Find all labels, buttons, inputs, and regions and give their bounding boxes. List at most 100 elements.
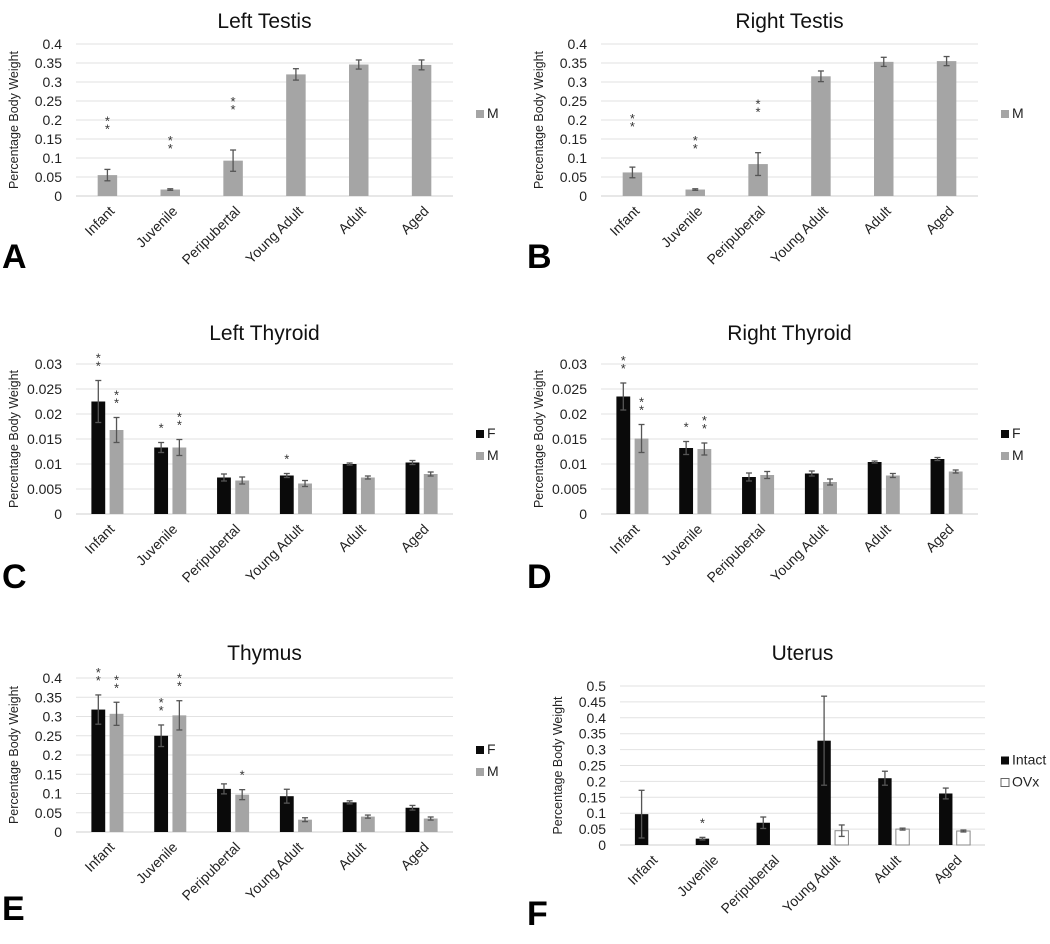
bar-f xyxy=(342,464,357,514)
chart-panel-e: Thymus Percentage Body Weight 0 0.05 0.1 0.15… xyxy=(0,620,525,939)
bar-f xyxy=(279,475,294,514)
y-tick-label: 0.2 xyxy=(568,112,588,128)
legend-swatch-m xyxy=(1001,452,1009,460)
significance-marker: * xyxy=(700,815,705,830)
x-tick-label: Aged xyxy=(397,521,431,555)
bar-m xyxy=(823,482,837,514)
significance-star: * xyxy=(639,403,644,418)
significance-marker: * * xyxy=(231,94,236,117)
legend-swatch-m xyxy=(476,768,484,776)
significance-marker: * * xyxy=(639,395,644,418)
y-tick-label: 0.005 xyxy=(27,481,62,497)
bar-m xyxy=(874,61,894,196)
y-tick-label: 0.015 xyxy=(552,431,587,447)
bar-f xyxy=(154,735,169,832)
significance-star: * xyxy=(240,768,245,783)
bar-ovx xyxy=(956,830,971,846)
x-tick-label: Peripubertal xyxy=(704,521,769,586)
significance-star: * xyxy=(105,113,110,128)
bar-m xyxy=(172,715,187,832)
legend-swatch-m xyxy=(476,452,484,460)
y-tick-label: 0.4 xyxy=(568,36,588,52)
significance-star: * xyxy=(621,361,626,376)
x-tick-label: Juvenile xyxy=(133,839,181,887)
legend-label: M xyxy=(487,447,499,463)
legend-label: F xyxy=(487,425,496,441)
legend-label: M xyxy=(487,105,499,121)
bar-f xyxy=(91,709,106,832)
x-tick-label: Juvenile xyxy=(658,203,706,251)
legend-swatch-f xyxy=(476,430,484,438)
y-tick-label: 0.4 xyxy=(587,710,607,726)
significance-star: * xyxy=(177,410,182,425)
y-tick-label: 0.25 xyxy=(560,93,587,109)
bar-f xyxy=(279,796,294,832)
significance-star: * xyxy=(159,695,164,710)
significance-star: * xyxy=(114,388,119,403)
x-tick-label: Young Adult xyxy=(779,852,843,916)
bar-f xyxy=(616,396,631,514)
x-tick-label: Peripubertal xyxy=(718,852,783,917)
bar-m xyxy=(697,449,712,514)
x-tick-label: Juvenile xyxy=(674,852,722,900)
chart-svg: Left Testis Percentage Body Weight 0 0.05 0.… xyxy=(2,10,499,276)
bar-m xyxy=(685,189,705,196)
bar-f xyxy=(867,462,882,514)
legend-label: OVx xyxy=(1012,774,1039,790)
bar-m xyxy=(748,164,768,196)
x-tick-label: Juvenile xyxy=(133,521,181,569)
x-tick-label: Infant xyxy=(81,839,117,875)
significance-marker: * * xyxy=(702,413,707,436)
y-tick-label: 0.1 xyxy=(568,150,588,166)
chart-title: Uterus xyxy=(772,642,834,665)
x-tick-label: Infant xyxy=(606,203,642,239)
y-tick-label: 0.45 xyxy=(579,694,606,710)
significance-star: * xyxy=(96,359,101,374)
legend-swatch-ovx xyxy=(1000,778,1010,787)
x-tick-label: Young Adult xyxy=(767,203,831,267)
y-tick-label: 0.05 xyxy=(579,821,606,837)
bar-f xyxy=(930,459,945,514)
panel-letter: D xyxy=(527,558,552,596)
y-tick-label: 0.35 xyxy=(560,55,587,71)
bar-m xyxy=(360,816,375,832)
significance-star: * xyxy=(700,815,705,830)
x-tick-label: Infant xyxy=(624,852,660,888)
x-tick-label: Adult xyxy=(870,852,904,886)
x-tick-label: Young Adult xyxy=(242,839,306,903)
y-tick-label: 0.3 xyxy=(43,74,63,90)
significance-star: * xyxy=(630,119,635,134)
bar-m xyxy=(223,160,243,196)
significance-star: * xyxy=(168,133,173,148)
y-tick-label: 0.1 xyxy=(43,150,63,166)
x-tick-label: Infant xyxy=(606,521,642,557)
panel-letter: E xyxy=(2,890,25,928)
y-tick-label: 0.3 xyxy=(43,709,63,725)
bar-m xyxy=(109,713,124,832)
chart-title: Thymus xyxy=(227,642,302,665)
bar-f xyxy=(804,473,819,514)
x-tick-label: Aged xyxy=(922,203,956,237)
chart-panel-b: Right Testis Percentage Body Weight 0 0.05 0… xyxy=(525,0,1050,319)
x-tick-label: Peripubertal xyxy=(179,521,244,586)
bar-f xyxy=(405,807,420,832)
y-tick-label: 0.05 xyxy=(35,805,62,821)
x-tick-label: Aged xyxy=(922,521,956,555)
legend-label: M xyxy=(1012,105,1024,121)
bar-ovx xyxy=(895,828,910,846)
chart-svg: Right Testis Percentage Body Weight 0 0.05 0… xyxy=(527,10,1024,276)
bar-m xyxy=(360,477,375,514)
significance-star: * xyxy=(231,102,236,117)
x-tick-label: Young Adult xyxy=(767,521,831,585)
y-axis-label: Percentage Body Weight xyxy=(551,696,565,835)
significance-star: * xyxy=(177,418,182,433)
significance-star: * xyxy=(159,421,164,436)
significance-star: * xyxy=(693,141,698,156)
y-axis-label: Percentage Body Weight xyxy=(532,369,546,508)
significance-star: * xyxy=(159,703,164,718)
y-tick-label: 0 xyxy=(54,188,62,204)
y-axis-label: Percentage Body Weight xyxy=(7,369,21,508)
y-tick-label: 0 xyxy=(54,506,62,522)
bar-m xyxy=(936,61,957,196)
legend-swatch-m xyxy=(1001,110,1009,118)
